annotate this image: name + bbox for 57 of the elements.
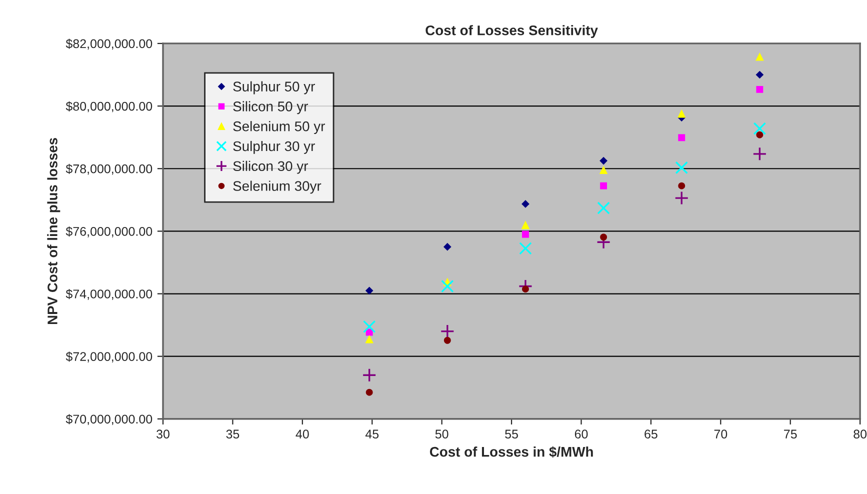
point: [362, 320, 376, 334]
x-tick-label: 65: [644, 430, 658, 439]
point: [752, 146, 767, 161]
x-tick-label: 35: [226, 430, 240, 439]
y-tick-label: $80,000,000.00: [66, 101, 152, 112]
legend-label: Selenium 50 yr: [233, 121, 325, 134]
legend-label: Sulphur 50 yr: [233, 81, 315, 94]
point: [362, 368, 376, 382]
point: [600, 182, 608, 190]
y-tick-label: $82,000,000.00: [66, 38, 152, 50]
point: [444, 336, 451, 344]
y-tick-label: $72,000,000.00: [66, 352, 152, 362]
point: [522, 200, 530, 208]
y-tick-label: $78,000,000.00: [66, 164, 152, 175]
point: [678, 182, 686, 190]
point: [600, 234, 608, 241]
y-tick-label: $70,000,000.00: [66, 414, 152, 426]
point: [600, 156, 608, 165]
legend-label: Selenium 30yr: [233, 180, 322, 194]
point: [753, 122, 766, 135]
x-tick-label: 50: [435, 430, 448, 439]
legend-label: Sulphur 30 yr: [233, 140, 315, 154]
x-axis-title: Cost of Losses in $/MWh: [430, 446, 593, 458]
y-axis-title: NPV Cost of line plus losses: [47, 138, 60, 324]
point: [366, 388, 373, 396]
point: [756, 70, 764, 79]
x-tick-label: 30: [156, 430, 170, 439]
point: [756, 52, 764, 61]
point: [674, 190, 689, 206]
point: [365, 334, 374, 344]
y-tick-label: $76,000,000.00: [66, 226, 152, 238]
point: [522, 286, 529, 293]
point: [522, 230, 529, 238]
legend-label: Silicon 50 yr: [233, 101, 308, 114]
x-tick-label: 40: [296, 430, 309, 439]
point: [365, 286, 374, 295]
point: [677, 109, 686, 118]
x-tick-label: 60: [574, 430, 588, 439]
point: [599, 166, 608, 174]
y-tick-label: $74,000,000.00: [66, 289, 152, 300]
x-tick-label: 75: [784, 430, 797, 439]
point: [440, 324, 454, 338]
point: [756, 131, 764, 138]
point: [519, 242, 532, 255]
point: [675, 161, 688, 174]
point: [441, 280, 454, 293]
point: [678, 134, 686, 142]
chart-title: Cost of Losses Sensitivity: [426, 25, 598, 38]
legend-label: Silicon 30 yr: [233, 160, 308, 174]
x-tick-label: 80: [854, 430, 867, 439]
x-tick-label: 70: [714, 430, 728, 439]
point: [597, 202, 610, 214]
point: [521, 220, 530, 230]
x-tick-label: 55: [505, 430, 518, 439]
point: [756, 86, 764, 93]
x-tick-label: 45: [365, 430, 379, 439]
point: [443, 242, 452, 251]
